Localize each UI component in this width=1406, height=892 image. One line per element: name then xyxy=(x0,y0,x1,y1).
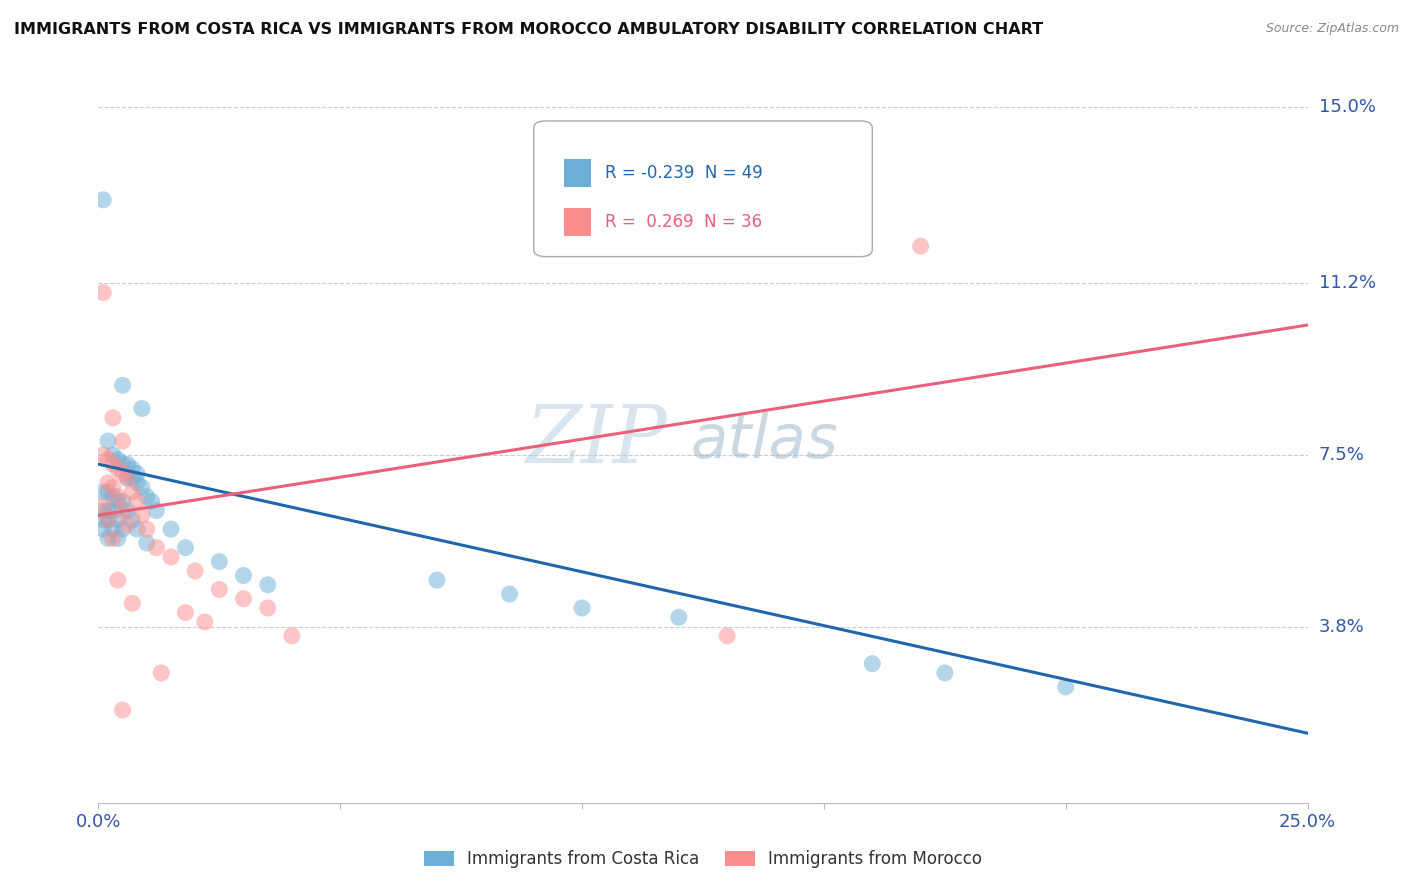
Point xyxy=(160,549,183,564)
Point xyxy=(97,532,120,546)
Legend: Immigrants from Costa Rica, Immigrants from Morocco: Immigrants from Costa Rica, Immigrants f… xyxy=(418,843,988,874)
Point xyxy=(101,503,124,517)
Point xyxy=(184,564,207,578)
Point xyxy=(145,503,167,517)
Point xyxy=(208,582,231,597)
Point xyxy=(498,587,520,601)
Point xyxy=(135,522,157,536)
Point xyxy=(127,475,149,490)
Point xyxy=(91,499,114,513)
Point xyxy=(131,401,153,416)
Point xyxy=(910,239,932,253)
Point xyxy=(101,480,124,494)
Point xyxy=(101,457,124,471)
Point xyxy=(101,532,124,546)
Text: 3.8%: 3.8% xyxy=(1319,617,1364,635)
Point xyxy=(716,629,738,643)
Point xyxy=(127,494,149,508)
Point xyxy=(111,522,134,536)
Point xyxy=(111,494,134,508)
FancyBboxPatch shape xyxy=(564,208,591,235)
Point xyxy=(91,448,114,462)
Point xyxy=(107,494,129,508)
Point xyxy=(107,452,129,467)
Point xyxy=(174,606,197,620)
Point xyxy=(121,462,143,476)
Point xyxy=(860,657,883,671)
Point xyxy=(111,378,134,392)
Point xyxy=(97,434,120,448)
Point xyxy=(145,541,167,555)
Point xyxy=(117,503,139,517)
Point xyxy=(131,508,153,523)
Text: R = -0.239  N = 49: R = -0.239 N = 49 xyxy=(605,164,763,182)
Text: 11.2%: 11.2% xyxy=(1319,275,1376,293)
Point xyxy=(97,485,120,500)
Point xyxy=(281,629,304,643)
Point xyxy=(107,573,129,587)
Point xyxy=(107,462,129,476)
Point xyxy=(111,467,134,481)
Point xyxy=(121,513,143,527)
Point xyxy=(571,601,593,615)
Point xyxy=(426,573,449,587)
Point xyxy=(135,536,157,550)
Point xyxy=(194,615,217,629)
Point xyxy=(127,467,149,481)
Point xyxy=(91,193,114,207)
Point xyxy=(107,490,129,504)
Point xyxy=(91,285,114,300)
Point xyxy=(97,513,120,527)
Point xyxy=(934,665,956,680)
Point xyxy=(101,448,124,462)
Text: Source: ZipAtlas.com: Source: ZipAtlas.com xyxy=(1265,22,1399,36)
Point xyxy=(111,503,134,517)
Point xyxy=(97,503,120,517)
Point xyxy=(111,457,134,471)
Point xyxy=(131,480,153,494)
Point xyxy=(107,532,129,546)
Point xyxy=(668,610,690,624)
Point xyxy=(127,522,149,536)
Point xyxy=(117,457,139,471)
Point xyxy=(97,452,120,467)
Point xyxy=(97,475,120,490)
Point xyxy=(101,410,124,425)
Point xyxy=(97,513,120,527)
Point xyxy=(101,522,124,536)
Point xyxy=(117,471,139,485)
Point xyxy=(208,555,231,569)
Point xyxy=(135,490,157,504)
Point xyxy=(107,513,129,527)
Point xyxy=(174,541,197,555)
Point xyxy=(117,471,139,485)
Text: R =  0.269  N = 36: R = 0.269 N = 36 xyxy=(605,213,762,231)
Point xyxy=(232,568,254,582)
FancyBboxPatch shape xyxy=(534,121,872,257)
Point xyxy=(111,703,134,717)
Point xyxy=(121,471,143,485)
Point xyxy=(256,601,278,615)
Point xyxy=(232,591,254,606)
Point xyxy=(256,578,278,592)
Point xyxy=(117,517,139,532)
Text: ZIP: ZIP xyxy=(524,402,666,480)
Text: 15.0%: 15.0% xyxy=(1319,98,1375,116)
Point xyxy=(91,503,114,517)
Text: IMMIGRANTS FROM COSTA RICA VS IMMIGRANTS FROM MOROCCO AMBULATORY DISABILITY CORR: IMMIGRANTS FROM COSTA RICA VS IMMIGRANTS… xyxy=(14,22,1043,37)
Point xyxy=(1054,680,1077,694)
Point xyxy=(91,485,114,500)
Point xyxy=(141,494,163,508)
Point xyxy=(111,434,134,448)
Text: 7.5%: 7.5% xyxy=(1319,446,1365,464)
Point xyxy=(160,522,183,536)
Text: atlas: atlas xyxy=(690,411,839,470)
Point xyxy=(101,490,124,504)
FancyBboxPatch shape xyxy=(564,159,591,187)
Point xyxy=(121,596,143,610)
Point xyxy=(91,513,114,527)
Point xyxy=(91,522,114,536)
Point xyxy=(121,485,143,500)
Point xyxy=(150,665,173,680)
